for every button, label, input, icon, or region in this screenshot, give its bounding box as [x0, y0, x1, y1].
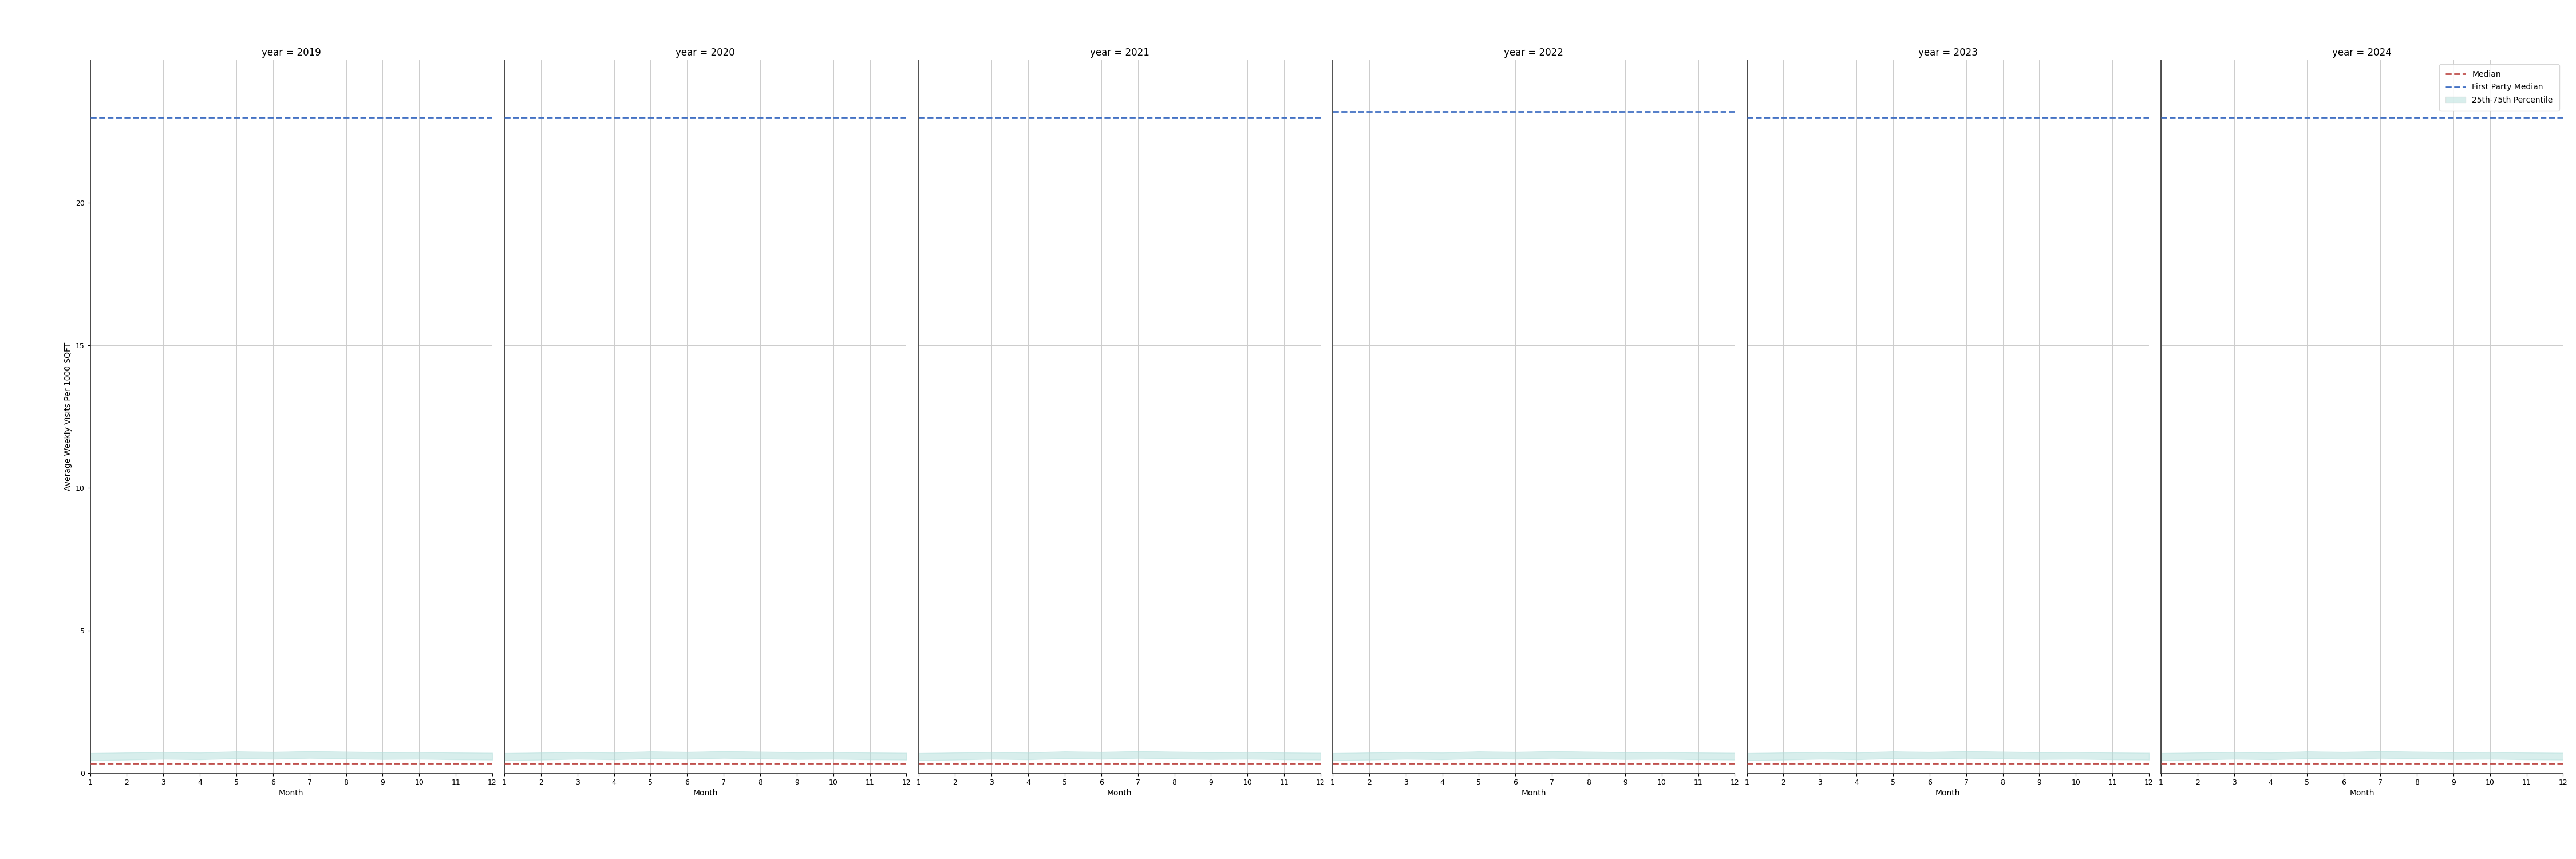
X-axis label: Month: Month	[1108, 789, 1131, 797]
Median	[2110, 758, 2141, 768]
First Party Median	[1695, 112, 1726, 122]
Title: year = 2022: year = 2022	[1504, 47, 1564, 58]
First Party Median	[866, 112, 896, 122]
X-axis label: Month: Month	[2349, 789, 2375, 797]
Median	[866, 758, 896, 768]
X-axis label: Month: Month	[278, 789, 304, 797]
X-axis label: Month: Month	[1935, 789, 1960, 797]
Median	[453, 758, 484, 768]
First Party Median	[904, 112, 935, 122]
Median	[489, 758, 520, 768]
Median	[904, 758, 935, 768]
Median	[2146, 758, 2177, 768]
Title: year = 2023: year = 2023	[1919, 47, 1978, 58]
First Party Median	[1280, 107, 1311, 117]
First Party Median	[1316, 107, 1347, 117]
Median	[75, 758, 106, 768]
Title: year = 2024: year = 2024	[2331, 47, 2391, 58]
Title: year = 2019: year = 2019	[263, 47, 322, 58]
First Party Median	[1731, 112, 1762, 122]
First Party Median	[453, 112, 484, 122]
X-axis label: Month: Month	[1522, 789, 1546, 797]
First Party Median	[75, 112, 106, 122]
Median	[1695, 758, 1726, 768]
Median	[39, 758, 70, 768]
Median	[1316, 758, 1347, 768]
First Party Median	[2146, 112, 2177, 122]
Title: year = 2020: year = 2020	[675, 47, 734, 58]
Y-axis label: Average Weekly Visits Per 1000 SQFT: Average Weekly Visits Per 1000 SQFT	[64, 343, 72, 490]
First Party Median	[489, 112, 520, 122]
First Party Median	[2110, 112, 2141, 122]
Median	[1280, 758, 1311, 768]
First Party Median	[39, 112, 70, 122]
X-axis label: Month: Month	[693, 789, 719, 797]
Median	[1731, 758, 1762, 768]
Title: year = 2021: year = 2021	[1090, 47, 1149, 58]
Legend: Median, First Party Median, 25th-75th Percentile: Median, First Party Median, 25th-75th Pe…	[2439, 64, 2558, 111]
